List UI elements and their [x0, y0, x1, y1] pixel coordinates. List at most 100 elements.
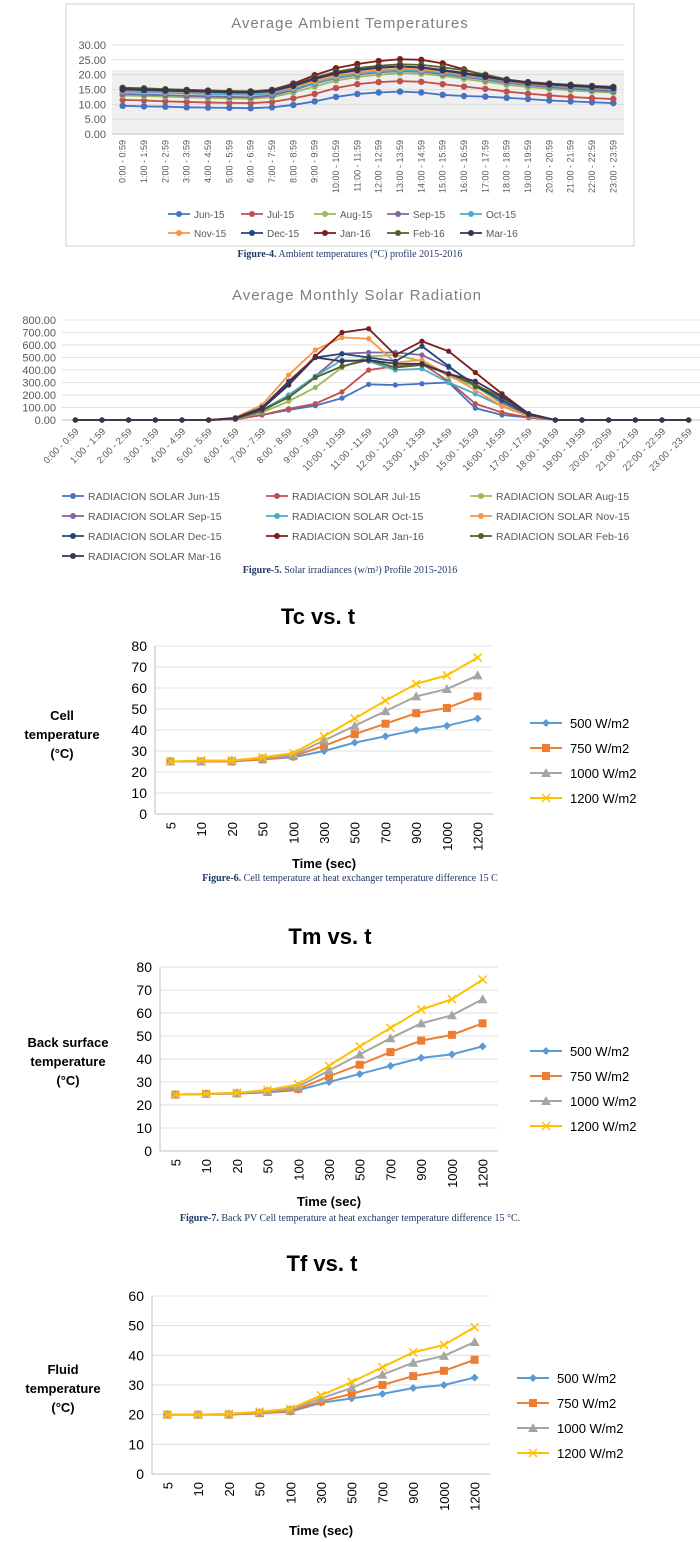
data-point [439, 91, 446, 99]
data-point [478, 975, 488, 985]
y-tick-label: 60 [128, 1288, 144, 1304]
data-point [312, 374, 318, 381]
data-point [375, 78, 382, 86]
series-line [122, 72, 614, 100]
legend-marker [395, 230, 401, 236]
legend-marker [541, 768, 551, 777]
x-tick-label: 50 [253, 1482, 268, 1496]
x-tick-label: 10:00 - 10:59 [331, 140, 341, 193]
data-point [263, 1085, 273, 1095]
data-point [325, 1072, 333, 1081]
y-axis-title: temperature [25, 1381, 100, 1396]
y-tick-label: 700.00 [22, 328, 56, 340]
legend-label: Jan-16 [340, 229, 371, 240]
data-point [288, 748, 298, 758]
legend-label: 500 W/m2 [570, 1044, 629, 1059]
data-point [183, 98, 190, 106]
x-tick-label: 5 [168, 1159, 183, 1166]
solar-radiation-svg: Average Monthly Solar Radiation 0.00100.0… [22, 287, 700, 563]
data-point [224, 1409, 234, 1419]
series-line [122, 65, 614, 94]
y-tick-label: 0 [139, 806, 147, 822]
legend-label: RADIACION SOLAR Oct-15 [292, 511, 423, 523]
x-tick-label: 900 [414, 1159, 429, 1181]
data-point [396, 63, 404, 70]
data-point [385, 1033, 396, 1043]
data-point [419, 366, 425, 372]
legend-label: 500 W/m2 [570, 716, 629, 731]
data-point [418, 64, 425, 71]
data-point [417, 1053, 426, 1062]
data-point [478, 1019, 487, 1028]
legend-marker [176, 211, 182, 217]
figure-7-label: Figure-7. [179, 1213, 219, 1224]
y-tick-label: 5.00 [85, 114, 106, 126]
legend-marker [274, 493, 280, 499]
legend-marker [395, 211, 401, 217]
x-tick-label: 10 [199, 1159, 214, 1173]
x-tick-label: 300 [317, 822, 332, 844]
x-tick-label: 6:00 - 6:59 [246, 140, 256, 183]
legend-marker [542, 719, 550, 727]
legend-marker [468, 230, 474, 236]
figure-5-text: Solar irradiances (w/m²) Profile 2015-20… [281, 565, 458, 576]
legend-marker [70, 553, 76, 559]
y-tick-label: 50 [136, 1028, 152, 1044]
data-point [311, 98, 318, 105]
data-point [417, 1036, 426, 1045]
x-tick-label: 1000 [440, 822, 455, 851]
legend-label: RADIACION SOLAR Feb-16 [496, 531, 629, 543]
legend-label: 750 W/m2 [557, 1396, 616, 1411]
x-axis-title: Time (sec) [289, 1523, 353, 1538]
legend-label: Feb-16 [413, 229, 445, 240]
data-point [409, 1372, 418, 1381]
legend-marker [541, 793, 551, 803]
legend-marker [274, 533, 280, 539]
data-point [339, 389, 345, 395]
data-point [392, 382, 398, 388]
figure-5-label: Figure-5. [242, 565, 282, 576]
data-point [258, 752, 268, 762]
data-point [268, 104, 276, 111]
data-point [386, 1048, 395, 1057]
data-point [408, 1347, 418, 1357]
legend-label: Jul-15 [267, 210, 295, 221]
ambient-temperature-chart: Average Ambient Temperatures 0.00 5.00 10.0… [0, 0, 700, 248]
data-point [472, 401, 478, 407]
x-tick-label: 20 [225, 822, 240, 836]
data-point [472, 387, 478, 393]
data-point [286, 382, 292, 388]
data-point [380, 706, 391, 716]
data-point [409, 1383, 418, 1392]
data-point [162, 98, 169, 105]
legend-marker [528, 1448, 538, 1458]
data-point [268, 98, 276, 106]
data-point [478, 1042, 487, 1051]
data-point [567, 98, 574, 105]
data-point [355, 1060, 364, 1069]
data-point [418, 56, 425, 64]
data-point [472, 378, 478, 384]
legend-label: RADIACION SOLAR Nov-15 [496, 511, 630, 523]
x-tick-label: 13:00 - 13:59 [395, 140, 405, 193]
data-point [286, 406, 292, 412]
series-line [75, 381, 689, 421]
legend-label: Mar-16 [486, 229, 518, 240]
x-tick-label: 1200 [476, 1159, 491, 1188]
data-point [316, 1393, 326, 1403]
chart-title: Tf vs. t [287, 1251, 359, 1276]
data-point [419, 357, 425, 363]
x-tick-label: 1000 [445, 1159, 460, 1188]
legend-label: 750 W/m2 [570, 741, 629, 756]
data-point [119, 102, 126, 110]
data-point [339, 363, 345, 369]
data-point [140, 103, 148, 110]
legend-marker [70, 493, 76, 499]
x-tick-label: 100 [291, 1159, 306, 1181]
data-point [567, 93, 574, 101]
data-point [419, 352, 425, 358]
data-point [354, 90, 361, 98]
data-point [268, 87, 276, 94]
x-tick-label: 4:00 - 4:59 [203, 140, 213, 183]
data-point [470, 1373, 479, 1382]
